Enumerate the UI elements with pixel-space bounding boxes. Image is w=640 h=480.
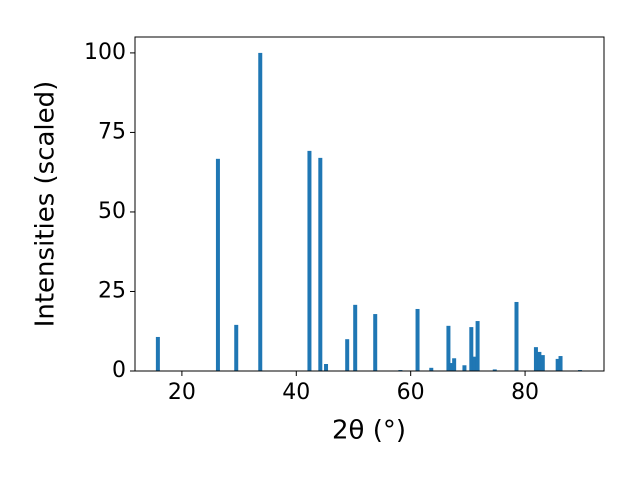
bar	[492, 369, 497, 371]
bar	[373, 314, 378, 371]
x-tick-label: 40	[282, 380, 310, 405]
bar	[514, 301, 519, 371]
bar	[462, 365, 467, 371]
bar	[449, 363, 454, 371]
y-tick-label: 0	[112, 358, 126, 383]
bar	[215, 158, 220, 371]
bar	[258, 52, 263, 372]
bar	[533, 347, 538, 371]
y-tick-label: 75	[98, 119, 126, 144]
bar	[558, 356, 563, 371]
bar	[318, 157, 323, 371]
y-tick-label: 50	[98, 199, 126, 224]
bar	[307, 150, 312, 371]
bar	[446, 325, 451, 371]
bar	[415, 308, 420, 371]
bar	[537, 351, 542, 371]
bar	[472, 356, 477, 371]
x-tick-label: 60	[397, 380, 425, 405]
bar	[475, 321, 480, 371]
bar	[555, 358, 560, 371]
y-tick-label: 100	[84, 40, 126, 65]
axes-frame	[134, 36, 605, 372]
bar	[540, 355, 545, 371]
y-axis-label: Intensities (scaled)	[31, 81, 61, 328]
bar	[345, 339, 350, 371]
x-tick-label: 20	[168, 380, 196, 405]
y-tick-label: 25	[98, 278, 126, 303]
bar	[353, 304, 358, 371]
bar	[469, 327, 474, 371]
bar	[324, 364, 329, 371]
bar	[234, 324, 239, 371]
x-axis-label: 2θ (°)	[332, 416, 406, 446]
bar	[155, 336, 160, 371]
x-tick-label: 80	[511, 380, 539, 405]
bar	[429, 367, 434, 371]
bar	[452, 358, 457, 371]
plot-area	[155, 52, 582, 372]
